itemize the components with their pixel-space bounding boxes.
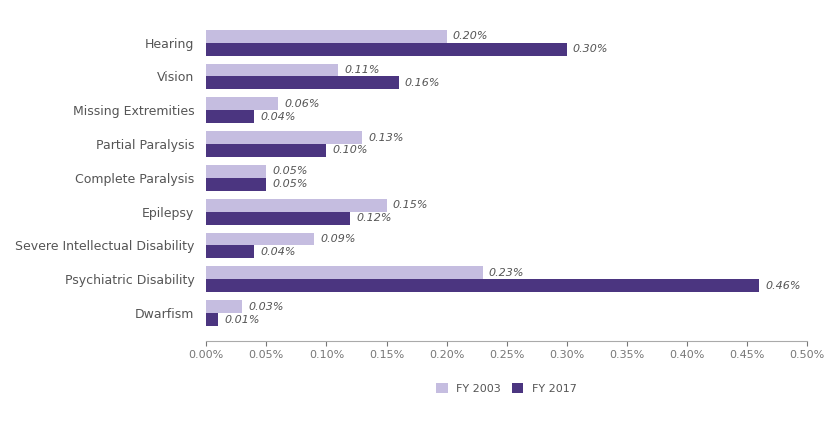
- Text: 0.13%: 0.13%: [369, 133, 404, 142]
- Text: 0.16%: 0.16%: [405, 78, 440, 88]
- Bar: [206, 110, 255, 123]
- Bar: [206, 212, 350, 225]
- Bar: [206, 165, 266, 178]
- Text: 0.06%: 0.06%: [284, 99, 320, 109]
- Bar: [206, 64, 339, 76]
- Text: 0.04%: 0.04%: [260, 112, 296, 121]
- Bar: [206, 267, 483, 279]
- Text: 0.03%: 0.03%: [249, 302, 284, 312]
- Bar: [206, 178, 266, 191]
- Text: 0.05%: 0.05%: [272, 166, 307, 177]
- Text: 0.15%: 0.15%: [392, 200, 428, 210]
- Bar: [206, 30, 447, 43]
- Text: 0.20%: 0.20%: [453, 31, 488, 41]
- Bar: [206, 131, 363, 144]
- Bar: [206, 76, 398, 89]
- Legend: FY 2003, FY 2017: FY 2003, FY 2017: [437, 383, 577, 394]
- Text: 0.23%: 0.23%: [489, 268, 524, 278]
- Text: 0.46%: 0.46%: [765, 281, 801, 291]
- Text: 0.30%: 0.30%: [573, 44, 608, 54]
- Bar: [206, 199, 386, 212]
- Bar: [206, 43, 567, 55]
- Bar: [206, 300, 242, 313]
- Text: 0.01%: 0.01%: [224, 315, 260, 325]
- Bar: [206, 144, 327, 157]
- Bar: [206, 246, 255, 258]
- Bar: [206, 313, 218, 326]
- Text: 0.05%: 0.05%: [272, 179, 307, 189]
- Text: 0.04%: 0.04%: [260, 247, 296, 257]
- Bar: [206, 97, 278, 110]
- Bar: [206, 279, 759, 292]
- Text: 0.09%: 0.09%: [320, 234, 356, 244]
- Text: 0.12%: 0.12%: [356, 213, 392, 223]
- Text: 0.11%: 0.11%: [344, 65, 380, 75]
- Text: 0.10%: 0.10%: [333, 146, 368, 156]
- Bar: [206, 232, 314, 246]
